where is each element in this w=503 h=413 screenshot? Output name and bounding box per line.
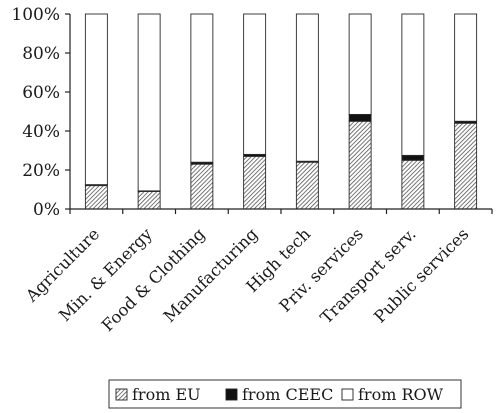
x-category-label: Transport serv. <box>317 224 420 327</box>
legend-swatch-from-ceec <box>225 388 238 401</box>
bar-priv-services-from-row <box>348 13 372 115</box>
bar-food-clothing-from-row <box>190 13 214 163</box>
bar-manufacturing-from-row <box>243 13 267 155</box>
legend-swatch-from-row <box>341 388 354 401</box>
bar-high-tech-from-row <box>295 13 319 162</box>
y-tick-label: 0% <box>33 200 60 220</box>
x-category-label: Manufacturing <box>160 224 262 326</box>
legend-box <box>108 379 462 409</box>
bar-priv-services-from-ceec <box>348 113 372 122</box>
bar-min-energy-from-eu <box>137 190 161 210</box>
bar-transport-serv-from-ceec <box>401 154 425 161</box>
x-category-label: Public services <box>370 224 472 326</box>
bar-manufacturing-from-eu <box>243 155 267 210</box>
bar-agriculture-from-row <box>84 13 108 186</box>
legend-swatch-from-eu <box>115 388 128 401</box>
bar-agriculture-from-eu <box>84 185 108 210</box>
legend-label-from-row: from ROW <box>358 385 444 404</box>
legend: from EU from CEEC from ROW <box>108 379 462 409</box>
bar-public-services-from-eu <box>454 122 478 210</box>
legend-label-from-ceec: from CEEC <box>242 385 333 404</box>
y-tick-label: 40% <box>22 122 60 142</box>
y-tick-label: 100% <box>11 5 60 25</box>
legend-label-from-eu: from EU <box>132 385 201 404</box>
bar-food-clothing-from-eu <box>190 163 214 210</box>
x-category-label: Min. & Energy <box>55 224 156 325</box>
bar-transport-serv-from-row <box>401 13 425 156</box>
bar-priv-services-from-eu <box>348 120 372 210</box>
y-tick-label: 20% <box>22 161 60 181</box>
bar-transport-serv-from-eu <box>401 159 425 210</box>
y-tick-label: 60% <box>22 83 60 103</box>
bar-high-tech-from-eu <box>295 161 319 210</box>
bar-min-energy-from-row <box>137 13 161 192</box>
bar-public-services-from-row <box>454 13 478 122</box>
y-tick-label: 80% <box>22 44 60 64</box>
